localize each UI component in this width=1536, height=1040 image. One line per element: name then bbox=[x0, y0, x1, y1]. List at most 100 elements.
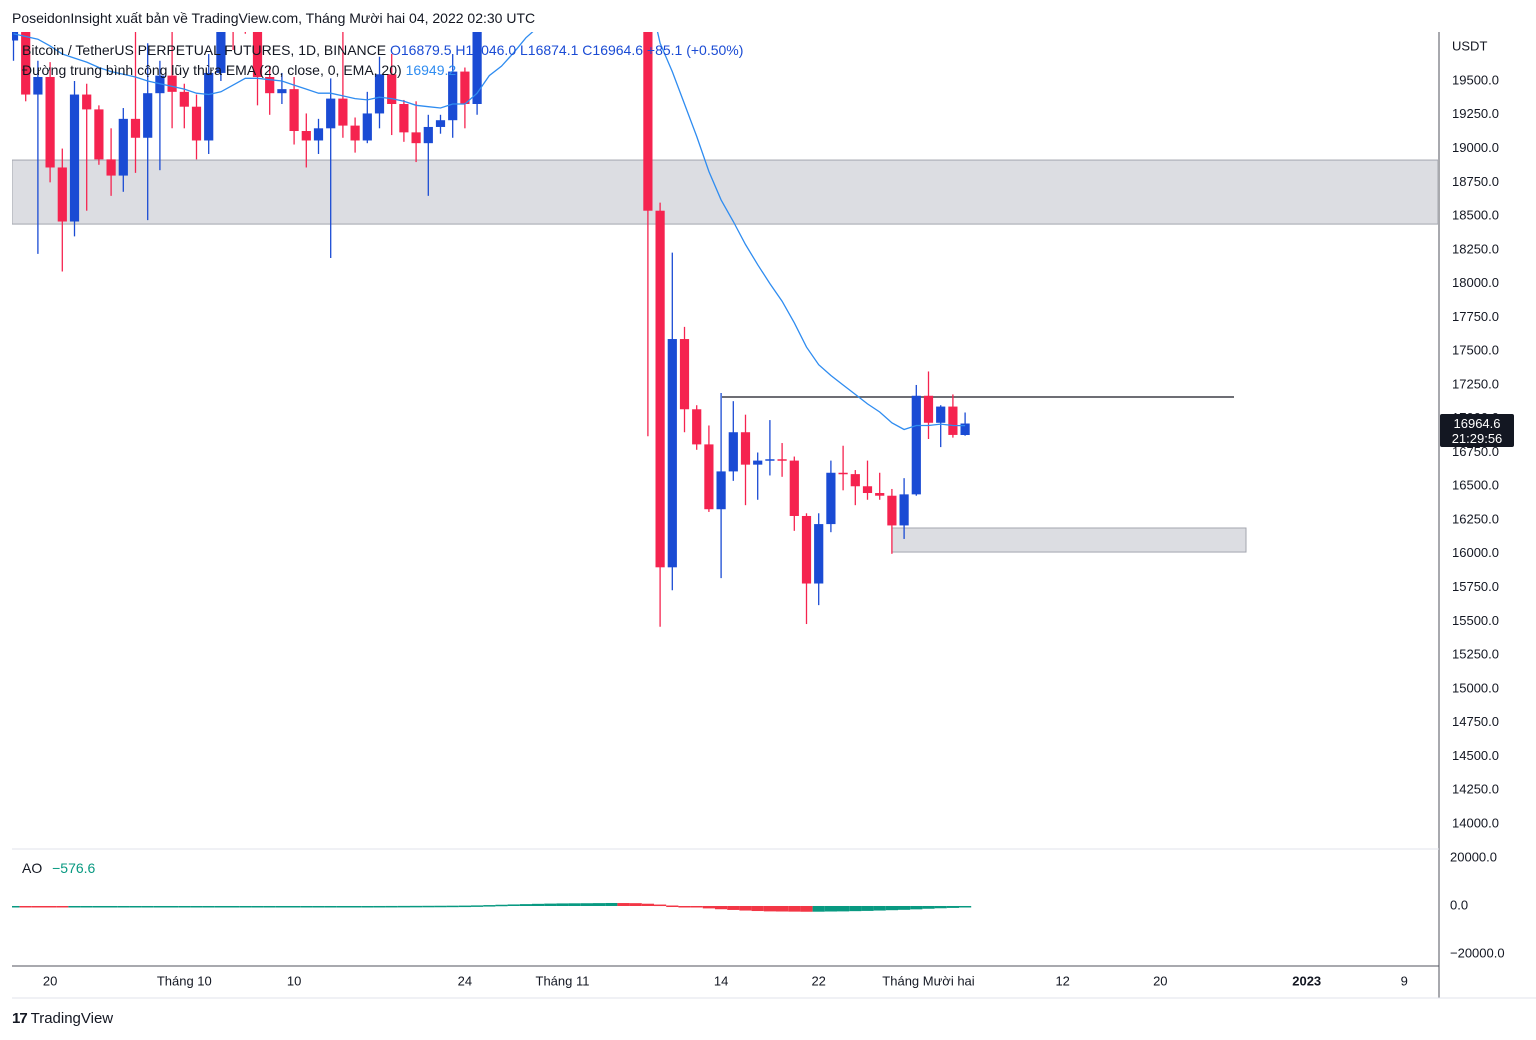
ao-bar bbox=[824, 905, 837, 912]
candle-body bbox=[460, 71, 470, 104]
candle-body bbox=[374, 74, 385, 114]
candle-body bbox=[472, 32, 482, 104]
candle-body bbox=[204, 72, 214, 141]
ao-bar bbox=[556, 903, 569, 906]
ao-bar bbox=[837, 905, 850, 912]
publisher: PoseidonInsight xuất bản về TradingView.… bbox=[12, 10, 536, 26]
candle-body bbox=[801, 515, 812, 584]
x-tick-label: 9 bbox=[1401, 973, 1408, 988]
candle-body bbox=[94, 109, 104, 160]
ao-bar bbox=[507, 904, 520, 906]
y-tick-label: 19500.0 bbox=[1452, 72, 1499, 87]
symbol: Bitcoin / TetherUS PERPETUAL FUTURES, 1D… bbox=[22, 42, 387, 58]
ao-bar bbox=[336, 905, 349, 908]
ao-bar bbox=[31, 905, 44, 908]
candle-body bbox=[899, 494, 909, 526]
ao-bar bbox=[568, 903, 581, 906]
candle-body bbox=[448, 71, 458, 121]
symbol-legend: Bitcoin / TetherUS PERPETUAL FUTURES, 1D… bbox=[22, 42, 743, 58]
candle-body bbox=[45, 76, 55, 168]
ao-bar bbox=[751, 905, 764, 912]
candle-body bbox=[911, 395, 921, 495]
ao-bar bbox=[92, 905, 105, 908]
candle-body bbox=[887, 495, 897, 526]
candle-body bbox=[692, 409, 702, 445]
ao-bar bbox=[166, 905, 179, 908]
y-tick-label: 14500.0 bbox=[1452, 748, 1499, 763]
x-tick-label: 14 bbox=[714, 973, 728, 988]
ao-bar bbox=[641, 903, 654, 906]
candle-body bbox=[960, 423, 970, 436]
ao-bar bbox=[434, 905, 447, 908]
ao-name: AO bbox=[22, 860, 43, 876]
candle-body bbox=[411, 132, 421, 144]
ao-bar bbox=[300, 905, 313, 908]
ao-bar bbox=[715, 905, 728, 910]
candle-body bbox=[765, 459, 775, 461]
ao-bar bbox=[898, 905, 911, 910]
y-tick-label: 16750.0 bbox=[1452, 444, 1499, 459]
ao-bar bbox=[922, 905, 935, 909]
ao-bar bbox=[605, 902, 618, 906]
y-tick-label: 16250.0 bbox=[1452, 511, 1499, 526]
ao-bar bbox=[885, 905, 898, 911]
ao-bar bbox=[849, 905, 862, 912]
ao-bar bbox=[812, 905, 825, 912]
ao-bar bbox=[312, 905, 325, 908]
y2-tick-label: 20000.0 bbox=[1450, 849, 1497, 864]
candle-body bbox=[12, 32, 19, 41]
candle-body bbox=[643, 32, 653, 211]
candle-body bbox=[862, 486, 873, 494]
ao-bar bbox=[946, 905, 959, 908]
candle-body bbox=[143, 93, 153, 138]
ao-bar bbox=[190, 905, 203, 908]
candle-body bbox=[814, 524, 824, 584]
ao-bar bbox=[446, 905, 459, 908]
candle-body bbox=[704, 444, 714, 510]
ao-bar bbox=[56, 905, 69, 908]
ao-value: −576.6 bbox=[52, 860, 96, 876]
y2-tick-label: −20000.0 bbox=[1450, 945, 1505, 960]
y-tick-label: 18500.0 bbox=[1452, 208, 1499, 223]
candle-body bbox=[179, 91, 189, 107]
price-badge: 16964.6 21:29:56 bbox=[1440, 414, 1514, 447]
ao-bar bbox=[776, 905, 789, 912]
ohlc: L16874.1 bbox=[520, 42, 579, 58]
candle-body bbox=[167, 75, 177, 92]
ao-bar bbox=[458, 905, 471, 908]
ohlc: H17046.0 bbox=[455, 42, 517, 58]
x-tick-label: 12 bbox=[1055, 973, 1069, 988]
ao-bar bbox=[727, 905, 740, 910]
candle-body bbox=[923, 395, 934, 423]
candle-body bbox=[435, 120, 446, 127]
x-tick-label: Tháng 11 bbox=[536, 973, 590, 988]
ao-bar bbox=[690, 905, 703, 908]
candle-body bbox=[399, 103, 409, 133]
ao-bar bbox=[214, 905, 227, 908]
candle-body bbox=[265, 76, 275, 94]
footer-text: TradingView bbox=[30, 1010, 114, 1027]
ao-bar bbox=[678, 905, 691, 908]
candle-body bbox=[313, 128, 324, 141]
y2-tick-label: 0.0 bbox=[1450, 897, 1468, 912]
candle-body bbox=[679, 339, 690, 410]
y-tick-label: 16500.0 bbox=[1452, 478, 1499, 493]
y-tick-label: 14750.0 bbox=[1452, 714, 1499, 729]
candle-body bbox=[838, 472, 848, 475]
candle-body bbox=[423, 126, 433, 144]
ao-bar bbox=[532, 903, 545, 906]
y-tick-label: 17750.0 bbox=[1452, 309, 1499, 324]
last-price: 16964.6 bbox=[1453, 416, 1501, 431]
candle-body bbox=[716, 471, 726, 510]
ao-bar bbox=[654, 904, 667, 907]
ao-bar bbox=[44, 905, 57, 908]
footer-logo[interactable]: 17 TradingView bbox=[12, 1010, 114, 1027]
ao-bar bbox=[666, 905, 679, 908]
ao-bar bbox=[117, 905, 130, 908]
x-tick-label: 10 bbox=[287, 973, 301, 988]
x-tick-label: 24 bbox=[458, 973, 472, 988]
y-tick-label: 18750.0 bbox=[1452, 174, 1499, 189]
y-tick-label: 15750.0 bbox=[1452, 579, 1499, 594]
candle-body bbox=[21, 32, 31, 95]
